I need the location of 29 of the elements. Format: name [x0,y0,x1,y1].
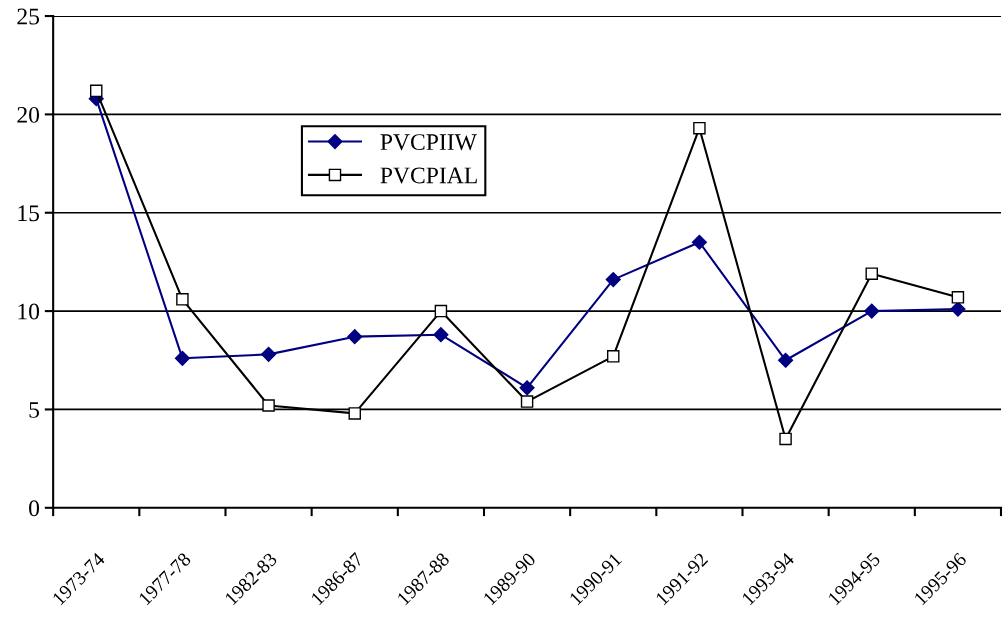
point [348,407,361,420]
y-tick-label: 25 [17,8,40,25]
y-tick-label: 20 [17,106,40,123]
point [691,234,707,250]
point [865,267,878,280]
point [176,293,189,306]
point [864,303,880,319]
point [779,432,792,446]
point [950,301,966,317]
legend-label: PVCPIAL [380,167,477,184]
y-tick-label: 15 [18,205,40,222]
point [433,327,449,343]
point [778,352,794,368]
point [520,395,534,408]
point [89,84,103,98]
point [605,272,621,288]
point [174,350,190,366]
point [347,329,363,345]
legend-label: PVCPIIW [380,134,477,151]
y-tick-label: 5 [29,402,40,418]
point [262,399,275,412]
y-tick-label: 0 [29,500,40,517]
point [693,121,706,135]
point [606,350,620,363]
point [519,380,535,396]
point [434,304,448,318]
y-tick-label: 10 [18,303,40,320]
point [261,346,277,362]
point [951,291,965,304]
